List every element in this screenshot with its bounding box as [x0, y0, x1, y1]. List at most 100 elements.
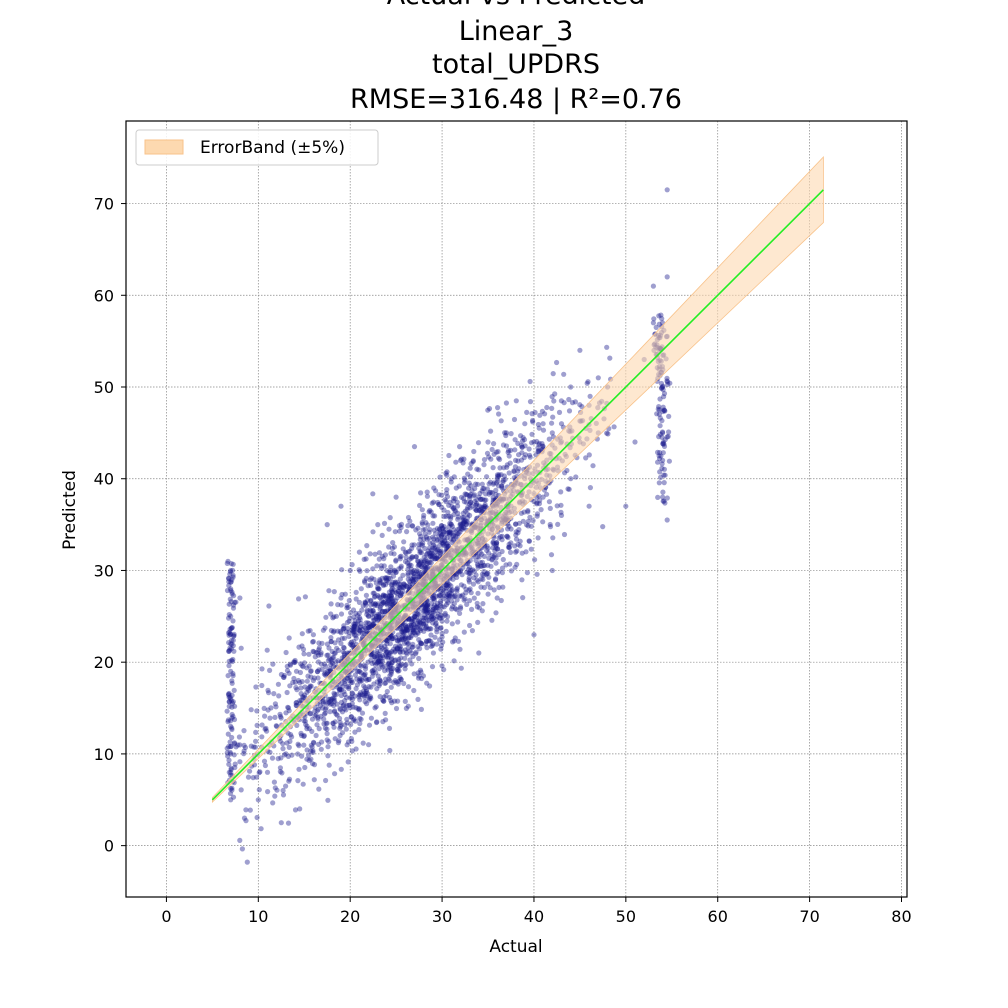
scatter-point — [384, 608, 390, 614]
scatter-point — [452, 507, 458, 513]
scatter-point — [396, 584, 402, 590]
scatter-point — [362, 625, 368, 631]
scatter-point — [403, 625, 409, 631]
scatter-point — [371, 617, 377, 623]
scatter-point — [423, 520, 429, 526]
scatter-point — [454, 533, 460, 539]
scatter-point — [425, 602, 431, 608]
scatter-point — [285, 704, 291, 710]
scatter-point — [426, 618, 432, 624]
scatter-point — [396, 646, 402, 652]
scatter-point — [353, 746, 359, 752]
scatter-point — [655, 459, 661, 465]
scatter-point — [665, 379, 671, 385]
scatter-point — [424, 489, 430, 495]
scatter-point — [259, 682, 265, 689]
scatter-point — [431, 542, 437, 548]
x-tick-label: 10 — [248, 907, 268, 926]
scatter-point — [449, 587, 456, 593]
scatter-point — [407, 584, 413, 590]
scatter-point — [228, 751, 234, 757]
scatter-point — [426, 535, 432, 541]
scatter-point — [438, 548, 444, 554]
scatter-point — [301, 733, 307, 740]
scatter-point — [433, 620, 439, 626]
scatter-point — [349, 738, 355, 745]
scatter-point — [328, 657, 334, 663]
scatter-point — [400, 629, 407, 636]
scatter-point — [386, 650, 393, 656]
reference-line — [211, 189, 824, 801]
scatter-point — [327, 709, 333, 715]
scatter-point — [310, 677, 316, 684]
scatter-point — [478, 506, 484, 512]
scatter-point — [350, 642, 356, 648]
scatter-point — [511, 475, 517, 481]
scatter-point — [512, 437, 518, 443]
scatter-point — [507, 549, 514, 556]
scatter-point — [433, 488, 439, 494]
scatter-point — [225, 719, 231, 725]
scatter-point — [411, 573, 417, 580]
scatter-point — [408, 650, 415, 656]
scatter-point — [252, 744, 258, 750]
scatter-point — [505, 534, 511, 541]
scatter-point — [227, 790, 234, 797]
scatter-point — [491, 451, 497, 457]
scatter-point — [377, 648, 384, 654]
scatter-point — [318, 661, 325, 667]
scatter-point — [363, 575, 369, 582]
scatter-point — [367, 577, 373, 583]
scatter-point — [401, 539, 407, 545]
scatter-point — [346, 629, 352, 635]
scatter-point — [480, 576, 486, 583]
scatter-point — [439, 604, 445, 610]
scatter-point — [468, 491, 474, 497]
scatter-point — [386, 589, 392, 595]
scatter-point — [439, 630, 445, 637]
scatter-point — [349, 562, 355, 568]
scatter-point — [512, 521, 519, 527]
scatter-point — [408, 562, 414, 569]
scatter-point — [456, 530, 462, 537]
scatter-point — [424, 638, 430, 644]
scatter-point — [460, 510, 466, 516]
scatter-point — [366, 624, 372, 630]
scatter-point — [424, 610, 430, 616]
scatter-point — [505, 544, 512, 550]
scatter-point — [459, 523, 465, 529]
legend-label: ErrorBand (±5%) — [200, 138, 345, 158]
scatter-point — [472, 506, 478, 512]
scatter-point — [528, 523, 535, 529]
scatter-point — [473, 557, 479, 564]
scatter-point — [366, 722, 373, 728]
scatter-point — [493, 576, 499, 582]
scatter-point — [294, 699, 300, 706]
scatter-point — [508, 540, 514, 546]
scatter-point — [264, 647, 270, 653]
scatter-point — [302, 764, 308, 771]
scatter-point — [229, 637, 235, 644]
scatter-point — [660, 408, 666, 415]
scatter-point — [479, 481, 485, 487]
scatter-point — [230, 561, 236, 567]
scatter-point — [388, 649, 395, 655]
scatter-point — [346, 685, 352, 692]
scatter-point — [397, 648, 403, 655]
scatter-point — [464, 519, 470, 525]
scatter-point — [342, 591, 348, 597]
scatter-point — [386, 569, 392, 575]
scatter-point — [460, 495, 467, 502]
scatter-point — [490, 495, 496, 501]
scatter-point — [382, 647, 388, 653]
scatter-point — [386, 597, 392, 603]
scatter-point — [394, 667, 400, 673]
scatter-point — [451, 505, 457, 511]
scatter-point — [441, 667, 447, 673]
scatter-point — [390, 579, 396, 585]
scatter-point — [386, 652, 392, 658]
scatter-point — [298, 691, 304, 697]
scatter-point — [449, 539, 455, 546]
scatter-point — [333, 613, 339, 619]
scatter-point — [492, 548, 498, 554]
